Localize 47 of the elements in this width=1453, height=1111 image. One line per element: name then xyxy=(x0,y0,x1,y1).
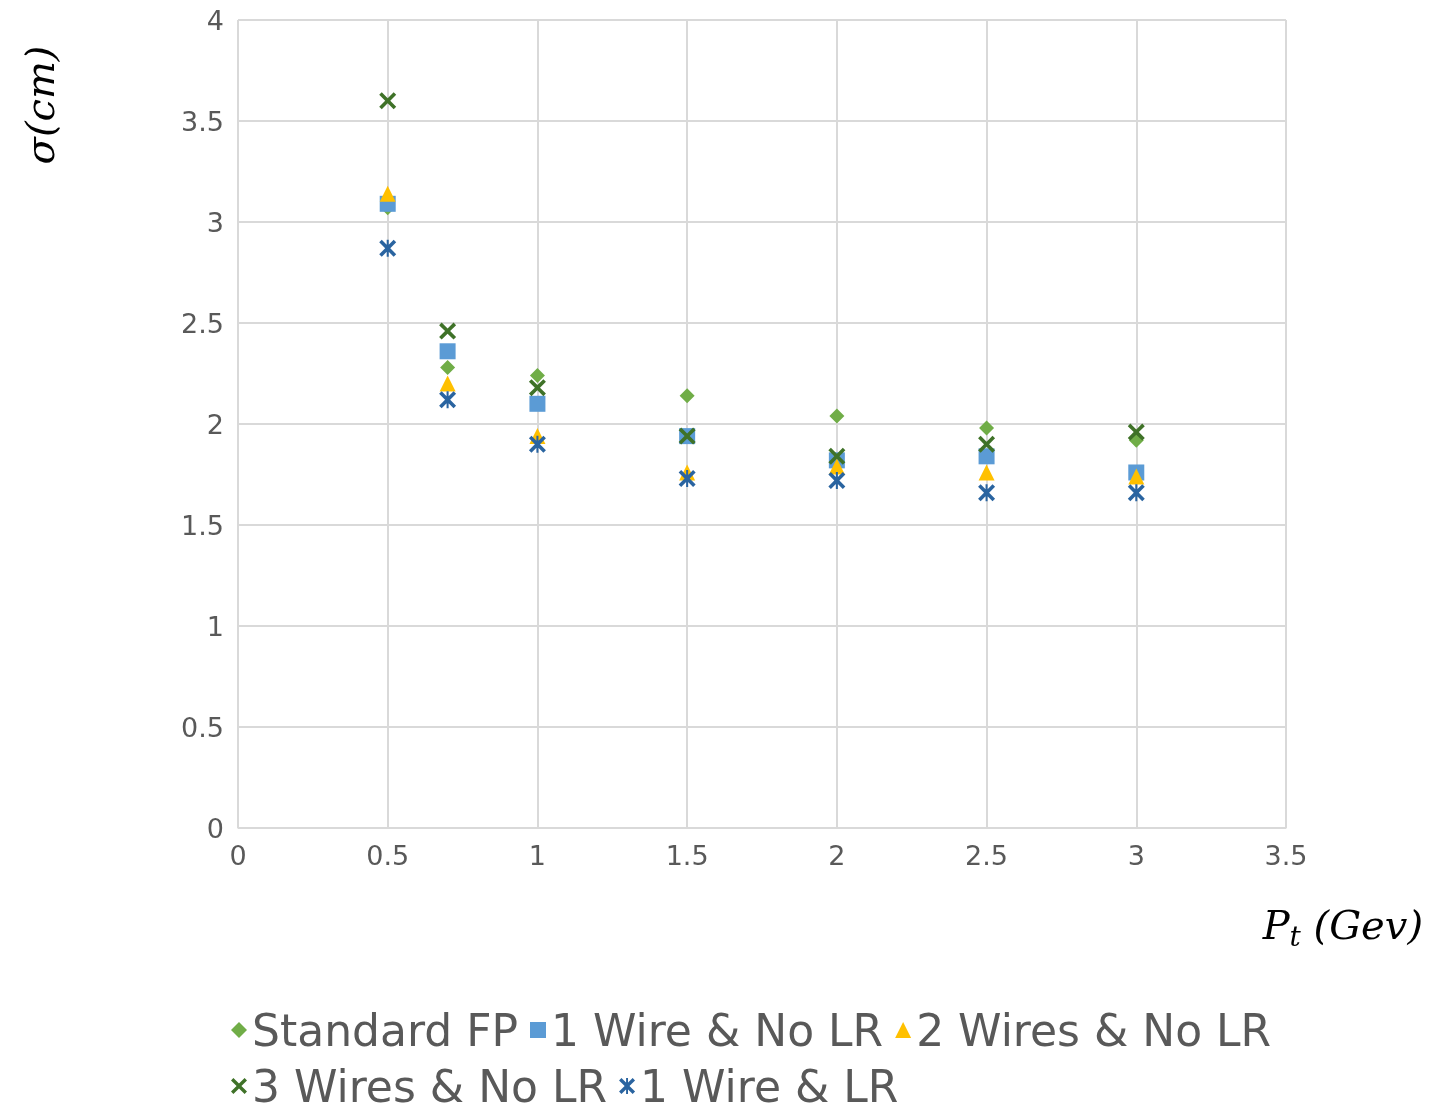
legend-label: 3 Wires & No LR xyxy=(252,1060,608,1111)
y-tick-label: 3 xyxy=(206,206,224,238)
legend-label: 2 Wires & No LR xyxy=(916,1004,1272,1056)
y-axis-title: σ(cm) xyxy=(17,45,63,165)
point xyxy=(439,391,457,409)
point xyxy=(439,322,457,340)
point xyxy=(529,368,545,384)
y-tick-label: 0 xyxy=(206,812,224,844)
point xyxy=(828,447,846,465)
y-tick-label: 0.5 xyxy=(181,711,224,743)
x-tick-label: 3 xyxy=(1127,840,1145,871)
y-tick-label: 1 xyxy=(206,610,224,642)
point xyxy=(1127,484,1145,502)
y-tick-label: 4 xyxy=(206,4,224,36)
x-tick-label: 0 xyxy=(229,840,247,871)
point xyxy=(379,185,396,202)
legend-label: Standard FP xyxy=(252,1004,518,1056)
point xyxy=(1127,423,1145,441)
point xyxy=(978,464,995,481)
legend-label: 1 Wire & No LR xyxy=(551,1004,884,1056)
legend-label: 1 Wire & LR xyxy=(640,1060,899,1111)
point xyxy=(679,388,695,404)
x-tick-label: 1.5 xyxy=(665,840,709,871)
x-tick-label: 0.5 xyxy=(366,840,410,871)
y-tick-label: 3.5 xyxy=(181,105,224,137)
point xyxy=(528,379,546,397)
point xyxy=(829,408,845,424)
point xyxy=(678,470,696,488)
point xyxy=(528,435,546,453)
point xyxy=(978,435,996,453)
point xyxy=(379,92,397,110)
point xyxy=(979,420,995,436)
point xyxy=(379,239,397,257)
point xyxy=(529,395,546,412)
y-tick-label: 2 xyxy=(206,408,224,440)
point xyxy=(439,375,456,392)
x-tick-label: 2.5 xyxy=(965,840,1009,871)
point xyxy=(439,343,456,360)
point xyxy=(828,472,846,490)
x-tick-label: 3.5 xyxy=(1264,840,1308,871)
x-tick-label: 1 xyxy=(528,840,547,871)
point xyxy=(978,484,996,502)
point xyxy=(440,359,456,375)
y-tick-label: 1.5 xyxy=(181,509,224,541)
y-tick-label: 2.5 xyxy=(181,307,224,339)
x-tick-label: 2 xyxy=(828,840,846,871)
point xyxy=(1128,468,1145,485)
